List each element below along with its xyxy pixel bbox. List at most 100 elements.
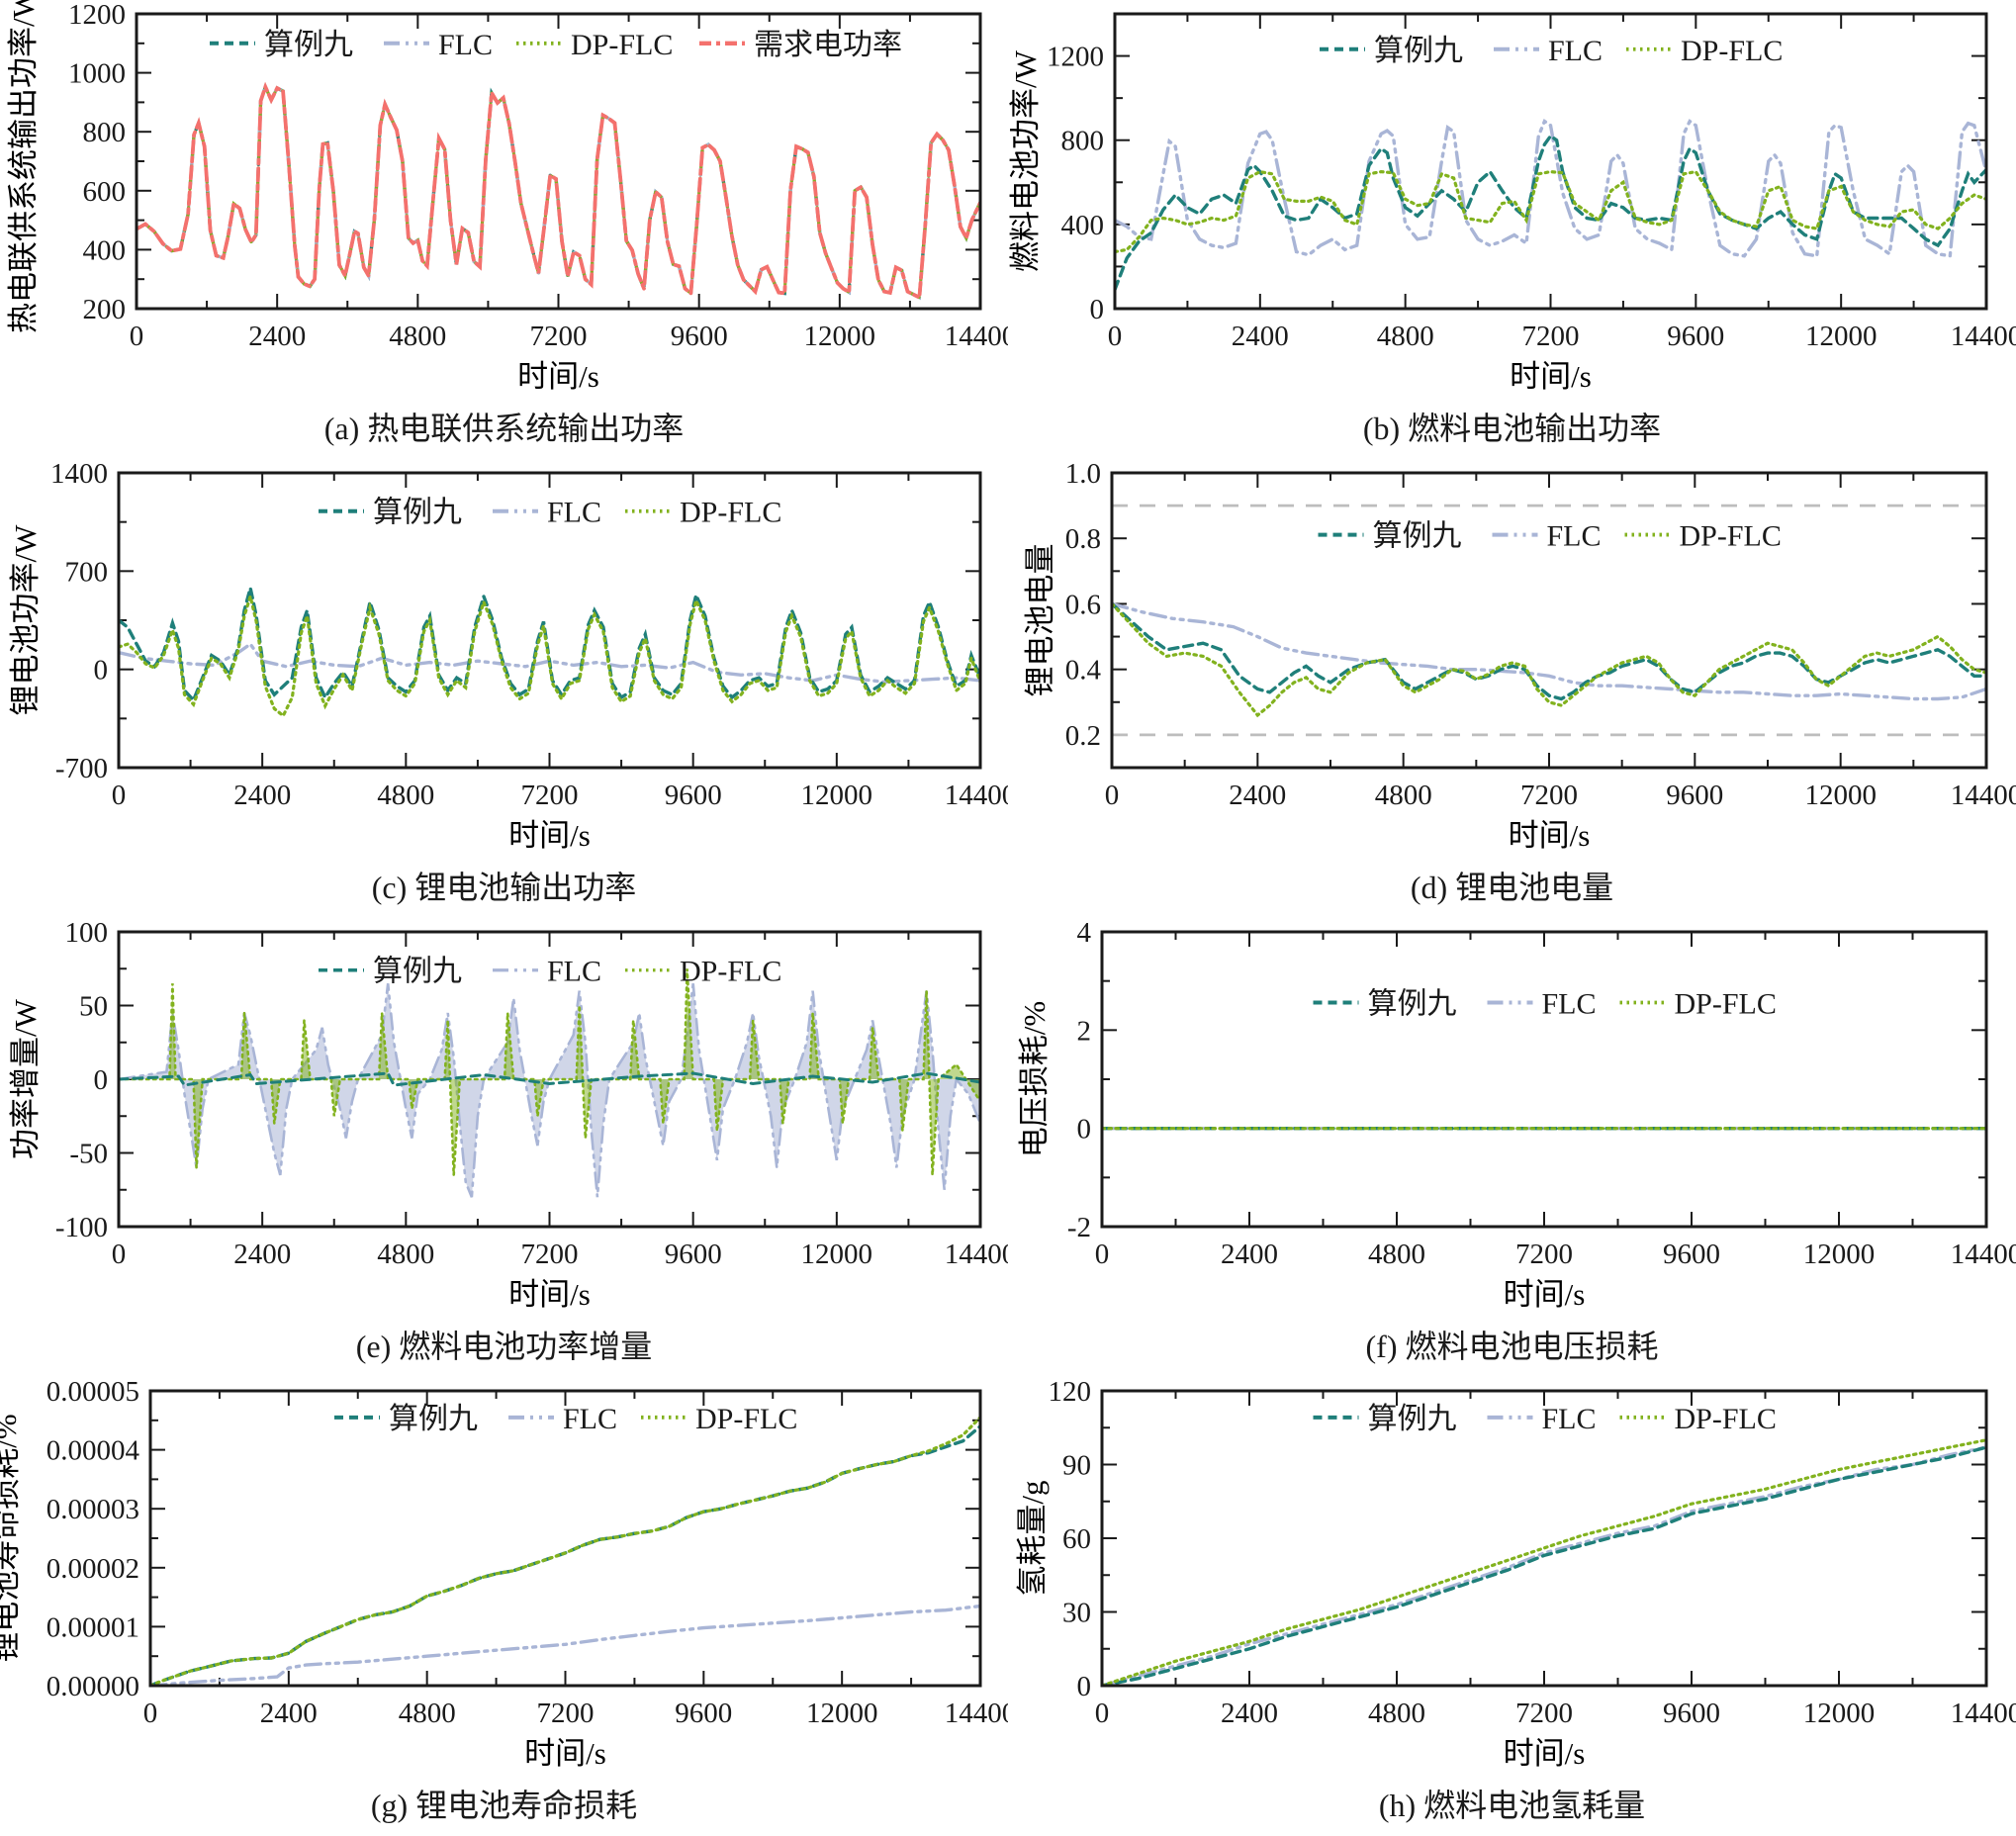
chart-g-figure: 0 2400 4800 7200 9600 12000 14400 0.00000 0.0000… [0,1377,1008,1771]
tick-labels: 0 2400 4800 7200 9600 12000 14400 0 400 800 1200 [1047,42,2016,352]
legend: 算例九 FLC DP-FLC 需求电功率 [210,29,902,61]
svg-text:0.00005: 0.00005 [46,1377,139,1408]
y-axis-label: 燃料电池功率/W [1008,49,1043,272]
plot-border [117,471,982,770]
legend-label-case9: 算例九 [373,956,462,988]
tick-labels: 0 2400 4800 7200 9600 12000 14400 200 400 600 800 1… [68,0,1008,352]
chart-e-panel: 0 2400 4800 7200 9600 12000 14400 -100 -50 0 50 100… [0,918,1008,1377]
legend-label-case9: 算例九 [1368,988,1457,1021]
y-axis-label: 氢耗量/g [1015,1480,1050,1596]
x-axis-label: 时间/s [1509,818,1591,853]
svg-text:12000: 12000 [1803,1698,1876,1729]
svg-text:1.0: 1.0 [1065,459,1101,490]
legend-label-case9: 算例九 [1374,35,1463,67]
svg-text:4: 4 [1077,918,1092,949]
svg-text:7200: 7200 [1515,1698,1573,1729]
x-axis-label: 时间/s [508,1277,591,1312]
svg-text:-700: -700 [55,753,108,784]
legend-label-case9: 算例九 [389,1403,478,1435]
svg-text:0: 0 [1095,1239,1110,1270]
legend-label-case9: 算例九 [1368,1403,1457,1435]
legend-label-dpflc: DP-FLC [571,29,673,61]
svg-text:600: 600 [83,176,127,208]
chart-a-caption: (a) 热电联供系统输出功率 [323,411,685,446]
chart-f-figure: 0 2400 4800 7200 9600 12000 14400-2024时间/s电压损耗… [1017,918,2016,1312]
chart-a-figure: 0 2400 4800 7200 9600 12000 14400 200 400 600 800 1… [6,0,1008,394]
legend-label-dpflc: DP-FLC [1681,35,1783,67]
y-axis-label: 锂电池功率/W [8,524,43,716]
svg-text:14400: 14400 [1951,321,2016,352]
svg-text:2400: 2400 [248,321,306,352]
svg-text:-50: -50 [69,1139,108,1170]
legend-label-flc: FLC [1547,520,1602,553]
legend-label-case9: 算例九 [1373,520,1462,553]
chart-e-figure: 0 2400 4800 7200 9600 12000 14400 -100 -50 0 50 100… [8,918,1008,1312]
svg-text:800: 800 [1061,126,1105,157]
svg-text:0.00002: 0.00002 [46,1553,139,1585]
series-case9 [1115,134,1986,292]
svg-text:200: 200 [83,294,127,325]
x-axis-label: 时间/s [1510,359,1592,394]
chart-c: 024004800720096001200014400-70007001400时… [8,459,1008,853]
chart-h: 0 2400 4800 7200 9600 12000 14400 0 30 60 90 120 时间/… [1015,1377,2016,1771]
legend-label-flc: FLC [563,1403,617,1435]
axis-ticks [1101,931,1987,1228]
chart-f-caption: (f) 燃料电池电压损耗 [1365,1329,1659,1364]
svg-text:0.6: 0.6 [1065,589,1101,620]
y-axis-label: 功率增量/W [8,998,43,1159]
chart-d-figure: 0 2400 4800 7200 9600 12000 14400 0.2 0.4 0.6 0.8 1… [1023,459,2016,853]
plot-border [135,12,982,311]
svg-text:0: 0 [1105,780,1120,811]
series-case9 [1102,1445,1986,1686]
plot-border [1100,930,1988,1229]
svg-text:0: 0 [94,1064,109,1096]
svg-text:2400: 2400 [260,1698,318,1729]
svg-text:4800: 4800 [1368,1698,1425,1729]
svg-text:12000: 12000 [1803,1239,1876,1270]
chart-b-caption: (b) 燃料电池输出功率 [1362,411,1662,446]
series-case9 [1112,601,1986,701]
svg-text:0: 0 [1108,321,1123,352]
series-flc [1115,119,1986,258]
svg-text:2400: 2400 [233,780,291,811]
legend-label-flc: FLC [1548,35,1603,67]
svg-text:0.00001: 0.00001 [46,1611,139,1643]
svg-text:0.00000: 0.00000 [46,1671,139,1702]
svg-text:9600: 9600 [1663,1698,1720,1729]
svg-text:100: 100 [65,918,109,949]
svg-text:60: 60 [1062,1523,1091,1555]
x-axis-label: 时间/s [1504,1736,1586,1771]
svg-text:4800: 4800 [1368,1239,1425,1270]
chart-e: 0 2400 4800 7200 9600 12000 14400 -100 -50 0 50 100… [8,918,1008,1312]
svg-text:14400: 14400 [1951,1698,2016,1729]
chart-d-caption: (d) 锂电池电量 [1410,870,1614,905]
y-axis-label: 锂电池电量 [1023,544,1057,697]
y-axis-label: 锂电池寿命损耗/% [0,1414,23,1662]
svg-text:30: 30 [1062,1598,1091,1629]
svg-text:0: 0 [1095,1698,1110,1729]
svg-text:9600: 9600 [1666,780,1723,811]
legend: 算例九 FLC DP-FLC [334,1403,797,1435]
chart-b-panel: 0 2400 4800 7200 9600 12000 14400 0 400 800 1200 时间… [1008,0,2016,459]
legend: 算例九 FLC DP-FLC [1318,520,1782,553]
svg-text:7200: 7200 [1520,780,1578,811]
svg-text:4800: 4800 [1375,780,1432,811]
series-flc [119,641,980,685]
series-case9 [119,1071,980,1087]
svg-text:400: 400 [1061,210,1105,241]
series-dpflc [1115,169,1986,254]
svg-text:50: 50 [79,991,108,1023]
legend-label-dpflc: DP-FLC [1680,520,1782,553]
series-fill-dpflc [119,968,980,1175]
legend-label-flc: FLC [438,29,493,61]
svg-text:0.00004: 0.00004 [46,1435,140,1467]
legend-label-flc: FLC [547,497,601,529]
chart-f-panel: 0 2400 4800 7200 9600 12000 14400 -2 0 2 4 时间/s 电压损耗… [1008,918,2016,1377]
svg-text:0.00003: 0.00003 [46,1494,139,1525]
x-axis-label: 时间/s [508,818,591,853]
x-axis-label: 时间/s [1504,1277,1586,1312]
plot-border [117,930,982,1229]
legend: 算例九 FLC DP-FLC [1313,988,1777,1021]
chart-h-figure: 0 2400 4800 7200 9600 12000 14400 0 30 60 90 120 时间/… [1015,1377,2016,1771]
svg-text:700: 700 [65,556,109,588]
